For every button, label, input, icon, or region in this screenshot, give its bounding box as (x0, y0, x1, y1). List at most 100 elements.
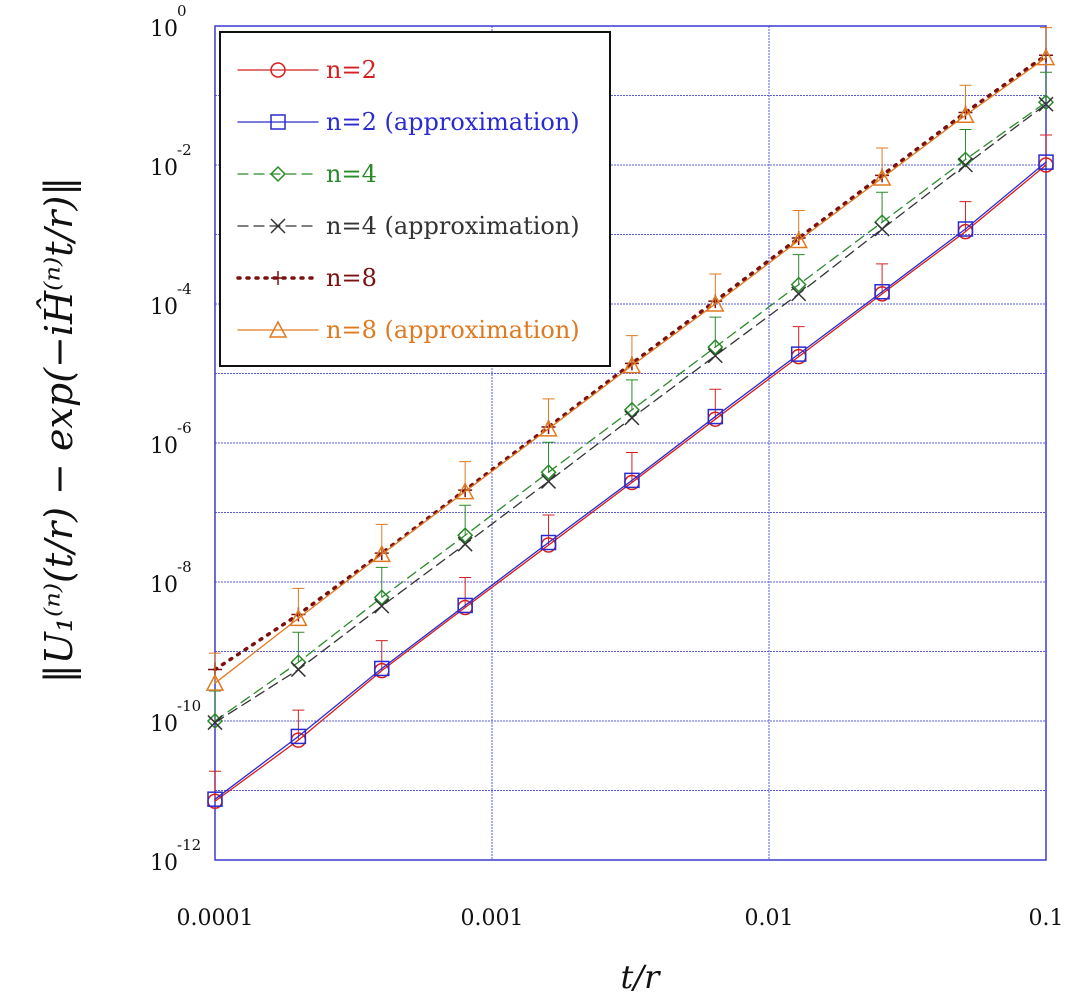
error-bar (375, 640, 388, 671)
marker-square (707, 408, 724, 425)
marker-triangle (706, 294, 725, 312)
legend-label: n=8 (326, 264, 377, 292)
y-tick-label: 10-12 (150, 836, 201, 876)
error-bar (542, 514, 555, 546)
y-tick-label: 100 (150, 2, 187, 42)
marker-cross (1038, 96, 1054, 112)
marker-triangle (622, 355, 642, 374)
error-bar (459, 461, 472, 492)
error-bar (209, 690, 221, 721)
series (207, 96, 1054, 731)
error-bar (709, 273, 722, 304)
marker-square (874, 284, 890, 300)
y-tick-label: 10-6 (150, 419, 192, 459)
marker-diamond (707, 339, 724, 356)
plot-frame (214, 25, 1047, 861)
y-tick-base: 10 (150, 17, 178, 42)
marker-diamond (790, 276, 807, 293)
y-tick-base: 10 (150, 851, 178, 876)
marker-cross (207, 715, 223, 731)
marker-cross (624, 410, 640, 426)
marker-cross (957, 157, 973, 173)
marker-cross (270, 218, 286, 234)
legend-label: n=4 (approximation) (326, 212, 580, 240)
marker-triangle (372, 544, 392, 563)
legend-label: n=2 (326, 56, 377, 84)
legend-entry: n=4 (237, 160, 377, 188)
marker-circle (270, 62, 286, 78)
marker-square (457, 597, 473, 614)
error-bar (876, 147, 889, 179)
marker-square (290, 728, 307, 745)
marker-plus (271, 271, 285, 285)
legend-entry: n=8 (approximation) (237, 316, 580, 344)
legend-label: n=4 (326, 160, 377, 188)
error-bar (209, 770, 221, 802)
error-bar (959, 84, 972, 116)
marker-square (374, 660, 390, 677)
error-bar (375, 523, 388, 555)
x-axis-label: t/r (621, 958, 662, 996)
error-bar (959, 128, 972, 160)
marker-cross (290, 662, 306, 678)
x-tick-labels: 0.0001 0.001 0.01 0.1 (177, 906, 1064, 931)
x-tick-label: 0.001 (461, 906, 524, 931)
error-bar (1040, 71, 1052, 103)
marker-triangle (268, 320, 288, 338)
error-bar (375, 566, 388, 598)
error-bar (625, 335, 638, 366)
y-tick-base: 10 (150, 712, 178, 737)
series (207, 154, 1054, 807)
x-tick-label: 0.1 (1029, 906, 1064, 931)
x-tick-label: 0.0001 (177, 906, 254, 931)
error-bar (876, 263, 889, 294)
error-bar (292, 587, 305, 619)
y-tick-base: 10 (150, 295, 178, 320)
series-line (214, 161, 1047, 800)
marker-triangle (1036, 48, 1056, 66)
error-bar (625, 379, 638, 410)
error-bar (542, 441, 555, 473)
series (205, 27, 1056, 691)
error-bar (292, 709, 305, 741)
legend-label: n=8 (approximation) (326, 316, 580, 344)
series-line (213, 53, 1048, 672)
error-bar (1040, 27, 1052, 58)
error-bar (876, 191, 889, 223)
error-bar (1040, 134, 1052, 165)
y-tick-label: 10-10 (150, 697, 201, 737)
y-tick-exponent: -2 (177, 141, 192, 159)
legend-entry: n=4 (approximation) (237, 212, 580, 240)
legend-entry: n=2 (approximation) (237, 108, 580, 136)
marker-triangle (455, 481, 475, 500)
error-bar (209, 652, 221, 684)
marker-square (790, 346, 807, 362)
y-tick-exponent: -10 (177, 697, 201, 715)
error-bar (959, 201, 972, 232)
marker-triangle (289, 608, 308, 627)
error-bar (625, 452, 638, 483)
error-bar (792, 326, 805, 357)
error-bar (792, 254, 805, 285)
legend-entry: n=8 (236, 264, 377, 292)
marker-square (270, 114, 286, 130)
y-tick-exponent: -12 (177, 836, 201, 854)
marker-cross (707, 348, 723, 364)
marker-diamond (457, 527, 474, 544)
y-tick-label: 10-8 (150, 558, 192, 598)
marker-square (957, 221, 974, 237)
y-tick-base: 10 (150, 434, 178, 459)
error-bar (459, 504, 472, 536)
error-bar (459, 576, 472, 608)
marker-square (1038, 154, 1054, 170)
marker-triangle (956, 105, 975, 123)
y-tick-exponent: -4 (177, 280, 192, 298)
marker-triangle (789, 230, 808, 249)
y-tick-label: 10-4 (150, 280, 192, 320)
legend-label: n=2 (approximation) (326, 108, 580, 136)
marker-diamond (269, 165, 287, 183)
marker-cross (374, 598, 390, 614)
marker-diamond (540, 464, 557, 481)
